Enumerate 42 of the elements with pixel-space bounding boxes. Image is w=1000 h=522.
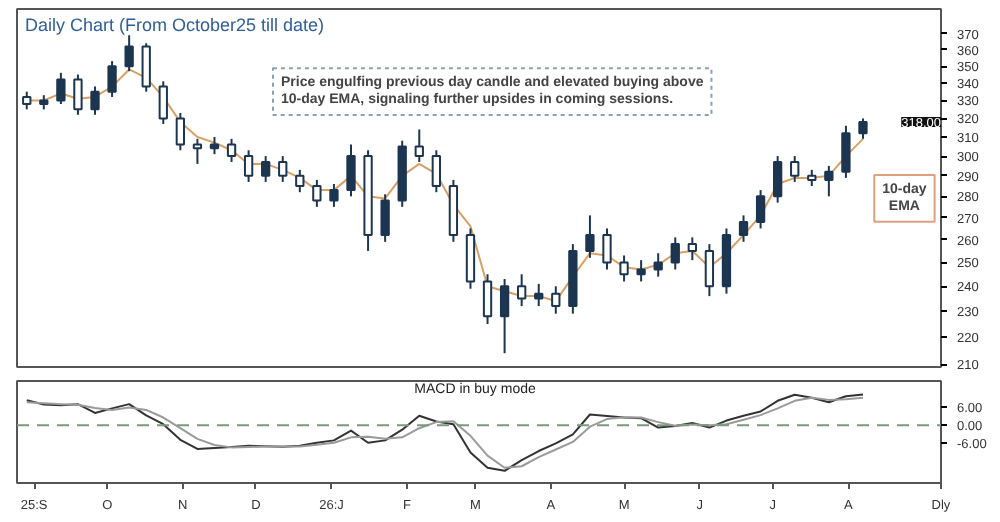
candlestick: [56, 71, 66, 106]
candlestick: [243, 149, 254, 183]
candlestick: [107, 60, 117, 98]
candlestick: [653, 252, 663, 278]
candlestick: [687, 236, 697, 262]
candlestick: [773, 155, 783, 204]
candlestick: [431, 149, 441, 194]
candlestick: [517, 273, 527, 308]
candlestick: [329, 182, 339, 208]
candlestick: [824, 164, 834, 198]
candlestick: [380, 193, 390, 243]
candlestick: [141, 42, 151, 93]
candlestick: [482, 273, 493, 325]
candlestick: [192, 137, 203, 165]
candlestick: [585, 214, 595, 259]
candlestick: [124, 34, 134, 73]
candlestick: [499, 278, 510, 355]
candlestick: [90, 85, 100, 116]
candlestick: [790, 155, 800, 183]
candlestick: [226, 137, 237, 163]
candlestick: [619, 254, 629, 283]
candlestick: [278, 155, 288, 183]
candlestick: [755, 189, 766, 230]
candlestick: [73, 73, 83, 116]
chart-title: Daily Chart (From October25 till date): [25, 15, 325, 35]
candlestick: [704, 243, 715, 298]
candlestick: [858, 117, 868, 140]
candlestick: [312, 178, 322, 208]
candlestick: [841, 124, 851, 179]
candlestick: [465, 227, 476, 290]
candlestick: [636, 259, 646, 283]
candlestick: [261, 155, 271, 183]
candlestick: [551, 285, 561, 315]
candlestick: [602, 227, 612, 271]
candlestick: [346, 143, 356, 198]
candlestick: [414, 128, 424, 163]
candlestick: [534, 282, 544, 308]
candlestick: [175, 111, 185, 152]
candlestick: [670, 236, 680, 271]
candlestick: [295, 168, 305, 194]
candlestick: [738, 214, 749, 243]
candlestick: [158, 80, 168, 125]
